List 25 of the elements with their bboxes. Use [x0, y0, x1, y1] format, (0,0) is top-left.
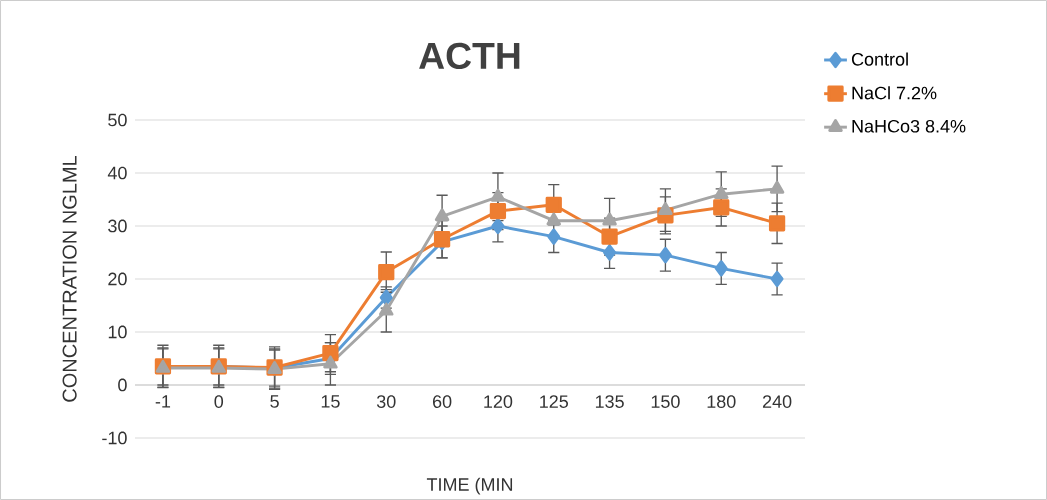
x-tick-label: 240 [762, 395, 792, 408]
x-tick-label: 125 [540, 395, 569, 408]
x-tick-label: 120 [484, 395, 513, 408]
x-tick-label: 60 [433, 395, 452, 408]
y-tick-label: 50 [108, 113, 127, 127]
y-tick-label: 10 [108, 325, 127, 339]
x-axis-title: TIME (MIN [426, 477, 513, 495]
x-tick-label: 150 [651, 395, 680, 408]
legend-label: NaHCo3 8.4% [852, 119, 966, 133]
x-tick-label: 15 [321, 395, 340, 408]
y-tick-label: 30 [108, 219, 127, 233]
x-tick-label: 135 [595, 395, 624, 408]
y-tick-label: 20 [108, 272, 127, 286]
x-tick-label: 180 [707, 395, 736, 408]
y-tick-label: 0 [118, 378, 127, 392]
y-axis-title: CONCENTRATION NGLML [62, 155, 77, 402]
x-tick-label: 5 [270, 395, 279, 408]
y-tick-label: 40 [107, 166, 127, 180]
x-tick-label: -1 [155, 395, 171, 408]
legend-label: NaCl 7.2% [852, 86, 937, 100]
legend-label: Control [851, 52, 908, 66]
x-tick-label: 0 [214, 395, 224, 408]
chart-title: ACTH [419, 42, 520, 70]
y-tick-label: -10 [102, 431, 127, 445]
x-tick-label: 30 [376, 395, 396, 408]
